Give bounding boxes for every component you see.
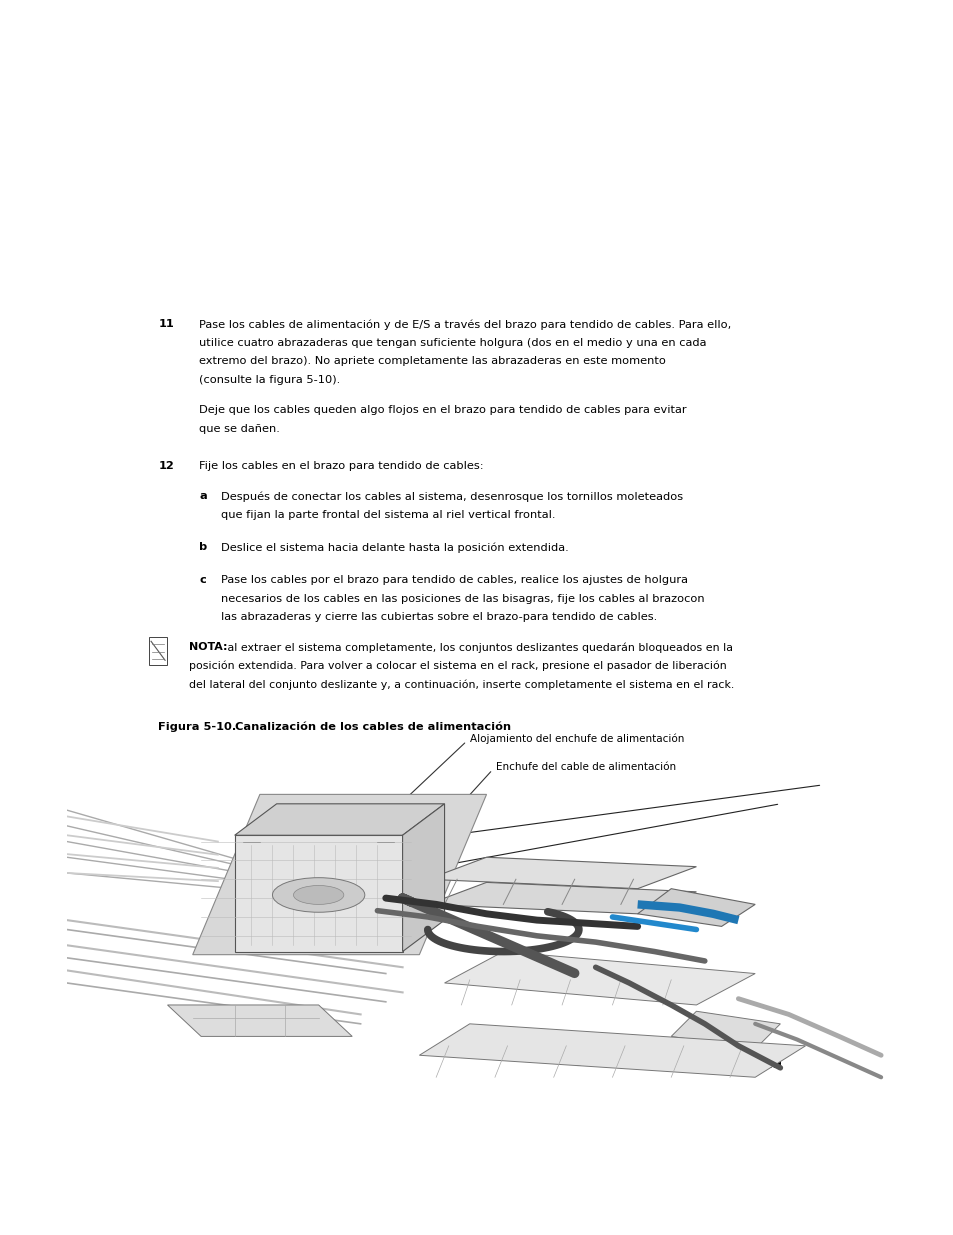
Polygon shape <box>427 882 696 914</box>
Text: 11: 11 <box>158 320 174 330</box>
Polygon shape <box>419 1024 804 1077</box>
Text: Canalización de los cables de alimentación: Canalización de los cables de alimentaci… <box>219 721 511 731</box>
Text: Figura 5-10.: Figura 5-10. <box>158 721 236 731</box>
Text: que fijan la parte frontal del sistema al riel vertical frontal.: que fijan la parte frontal del sistema a… <box>221 510 556 520</box>
Text: Guía de instalación del rack: Guía de instalación del rack <box>574 1058 722 1068</box>
Polygon shape <box>234 835 402 951</box>
Text: Alojamiento del enchufe de alimentación: Alojamiento del enchufe de alimentación <box>470 734 684 743</box>
Text: las abrazaderas y cierre las cubiertas sobre el brazo-para tendido de cables.: las abrazaderas y cierre las cubiertas s… <box>221 613 657 622</box>
Text: necesarios de los cables en las posiciones de las bisagras, fije los cables al b: necesarios de los cables en las posicion… <box>221 594 704 604</box>
Polygon shape <box>193 794 486 955</box>
Text: del lateral del conjunto deslizante y, a continuación, inserte completamente el : del lateral del conjunto deslizante y, a… <box>189 679 733 690</box>
Text: que se dañen.: que se dañen. <box>199 424 279 433</box>
Polygon shape <box>444 951 755 1005</box>
Polygon shape <box>671 1011 780 1049</box>
Text: Pase los cables por el brazo para tendido de cables, realice los ajustes de holg: Pase los cables por el brazo para tendid… <box>221 576 687 585</box>
FancyBboxPatch shape <box>149 636 167 664</box>
Text: b: b <box>199 542 207 552</box>
Text: Después de conectar los cables al sistema, desenrosque los tornillos moleteados: Después de conectar los cables al sistem… <box>221 492 682 501</box>
Text: NOTA:: NOTA: <box>189 642 227 652</box>
Text: extremo del brazo). No apriete completamente las abrazaderas en este momento: extremo del brazo). No apriete completam… <box>199 357 665 367</box>
Text: Deslice el sistema hacia delante hasta la posición extendida.: Deslice el sistema hacia delante hasta l… <box>221 542 568 553</box>
Text: |: | <box>724 1058 739 1068</box>
Circle shape <box>294 885 343 904</box>
Text: posición extendida. Para volver a colocar el sistema en el rack, presione el pas: posición extendida. Para volver a coloca… <box>189 661 726 672</box>
Text: Pase los cables de alimentación y de E/S a través del brazo para tendido de cabl: Pase los cables de alimentación y de E/S… <box>199 320 731 330</box>
Circle shape <box>273 878 364 913</box>
Polygon shape <box>168 1005 352 1036</box>
Polygon shape <box>234 804 444 835</box>
Text: Deje que los cables queden algo flojos en el brazo para tendido de cables para e: Deje que los cables queden algo flojos e… <box>199 405 686 415</box>
Text: 12: 12 <box>158 461 174 471</box>
Text: c: c <box>199 576 206 585</box>
Text: a: a <box>199 492 207 501</box>
Text: utilice cuatro abrazaderas que tengan suficiente holgura (dos en el medio y una : utilice cuatro abrazaderas que tengan su… <box>199 338 706 348</box>
Text: al extraer el sistema completamente, los conjuntos deslizantes quedarán bloquead: al extraer el sistema completamente, los… <box>224 642 733 653</box>
Polygon shape <box>427 857 696 889</box>
Polygon shape <box>637 889 755 926</box>
Text: (consulte la figura 5-10).: (consulte la figura 5-10). <box>199 375 340 385</box>
Text: 5-19: 5-19 <box>747 1058 781 1071</box>
Text: Fije los cables en el brazo para tendido de cables:: Fije los cables en el brazo para tendido… <box>199 461 483 471</box>
Text: Enchufe del cable de alimentación: Enchufe del cable de alimentación <box>496 762 676 772</box>
Polygon shape <box>402 804 444 951</box>
